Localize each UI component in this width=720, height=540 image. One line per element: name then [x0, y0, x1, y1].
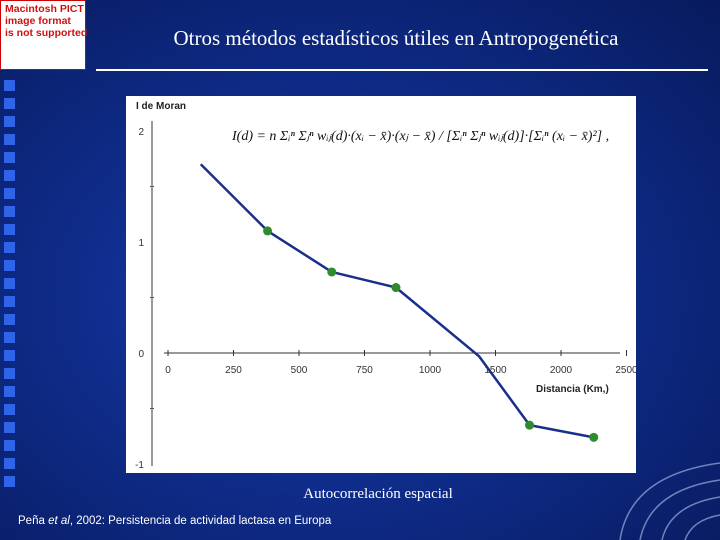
x-tick-label: 2000 [550, 365, 573, 376]
decorative-arcs [619, 462, 720, 540]
data-point [391, 283, 401, 293]
x-tick-label: 250 [225, 365, 242, 376]
citation-et-al: et al [48, 515, 70, 527]
x-tick-label: 2500 [615, 365, 636, 376]
y-tick-label: 2 [138, 127, 144, 138]
placeholder-line-3: is not supported [5, 27, 88, 39]
x-tick-label: 1000 [419, 365, 442, 376]
x-tick-label: 750 [356, 365, 373, 376]
chart-caption: Autocorrelación espacial [303, 486, 453, 502]
citation-text: , 2002: Persistencia de actividad lactas… [69, 515, 332, 527]
slide-title: Otros métodos estadísticos útiles en Ant… [173, 26, 619, 50]
data-point [525, 420, 535, 430]
y-tick-label: 0 [138, 349, 144, 360]
series-line [199, 163, 594, 439]
citation-authors: Peña [18, 515, 49, 527]
formula: I(d) = n Σᵢⁿ Σⱼⁿ wᵢⱼ(d)·(xᵢ − x̄)·(xⱼ − … [231, 129, 609, 144]
data-point [327, 267, 337, 277]
decorative-bullet-strip [4, 80, 18, 494]
data-point [589, 432, 599, 442]
y-tick-label: 1 [138, 238, 144, 249]
y-tick-label: -1 [135, 460, 144, 471]
x-tick-label: 0 [165, 365, 171, 376]
placeholder-line-2: image format [5, 15, 71, 27]
moran-correlogram-chart: I de Moran I(d) = n Σᵢⁿ Σⱼⁿ wᵢⱼ(d)·(xᵢ −… [135, 101, 638, 471]
chart-panel: I de Moran I(d) = n Σᵢⁿ Σⱼⁿ wᵢⱼ(d)·(xᵢ −… [126, 96, 638, 473]
data-point [263, 226, 273, 236]
citation: Peña et al, 2002: Persistencia de activi… [18, 515, 331, 527]
unsupported-image-placeholder: Macintosh PICT image format is not suppo… [0, 0, 88, 70]
x-tick-label: 1500 [484, 365, 507, 376]
placeholder-line-1: Macintosh PICT [5, 3, 84, 15]
y-axis-label: I de Moran [136, 101, 186, 112]
x-axis-label: Distancia (Km,) [536, 384, 609, 395]
x-tick-label: 500 [291, 365, 308, 376]
title-underline [96, 69, 708, 71]
